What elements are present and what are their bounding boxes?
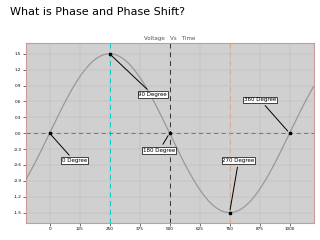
Text: What is Phase and Phase Shift?: What is Phase and Phase Shift? [10,7,185,17]
Text: 0 Degree: 0 Degree [52,135,87,163]
Text: 360 Degree: 360 Degree [244,97,288,131]
Text: 180 Degree: 180 Degree [143,136,175,153]
Title: Voltage   Vs   Time: Voltage Vs Time [144,36,195,42]
Text: 270 Degree: 270 Degree [222,158,255,210]
Text: 90 Degree: 90 Degree [112,56,167,97]
